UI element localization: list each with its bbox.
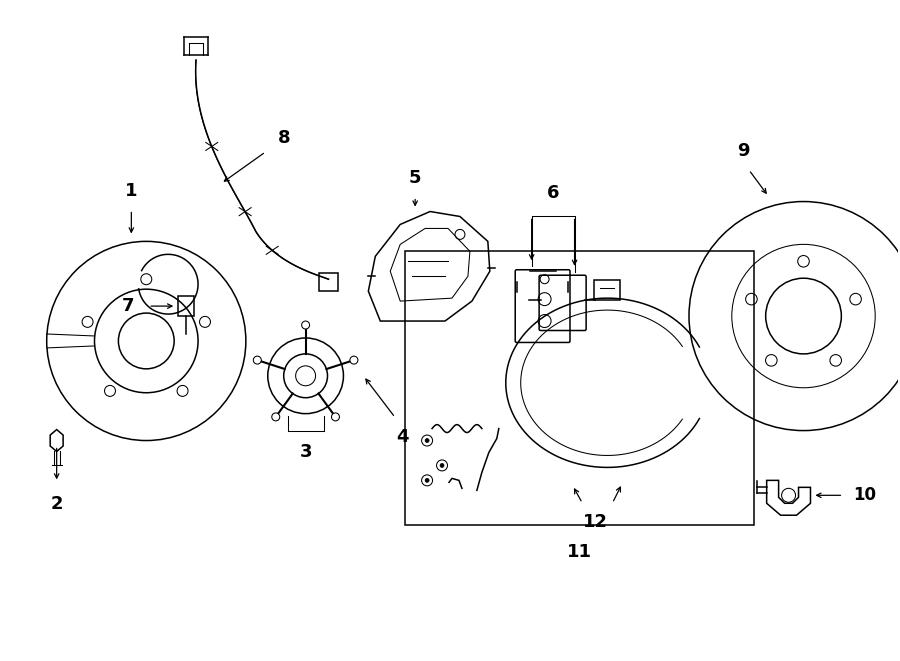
Circle shape	[421, 435, 433, 446]
Text: 9: 9	[737, 141, 750, 160]
Text: 8: 8	[278, 129, 291, 147]
Circle shape	[253, 356, 261, 364]
Text: 11: 11	[567, 543, 592, 561]
Circle shape	[272, 413, 280, 421]
Bar	[178, 296, 194, 316]
Text: 6: 6	[547, 184, 560, 202]
Circle shape	[302, 321, 310, 329]
Text: 5: 5	[409, 169, 421, 186]
Text: 1: 1	[125, 182, 138, 200]
Circle shape	[425, 438, 429, 442]
Circle shape	[350, 356, 358, 364]
Text: 4: 4	[396, 428, 409, 446]
Text: 3: 3	[300, 442, 312, 461]
Bar	[594, 280, 620, 300]
Text: 2: 2	[50, 495, 63, 514]
Text: 7: 7	[122, 297, 134, 315]
Bar	[405, 251, 753, 525]
Circle shape	[440, 463, 444, 467]
Circle shape	[425, 479, 429, 483]
Text: 12: 12	[583, 513, 608, 531]
Bar	[319, 273, 338, 291]
Text: 10: 10	[853, 486, 877, 504]
Circle shape	[331, 413, 339, 421]
Circle shape	[436, 460, 447, 471]
Circle shape	[421, 475, 433, 486]
